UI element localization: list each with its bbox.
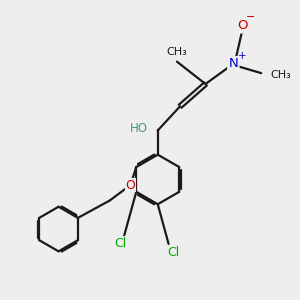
Text: +: + (238, 51, 246, 61)
Text: CH₃: CH₃ (166, 47, 187, 57)
Text: Cl: Cl (114, 237, 127, 250)
Text: HO: HO (130, 122, 148, 135)
Text: CH₃: CH₃ (270, 70, 291, 80)
Text: N: N (229, 57, 238, 70)
Text: O: O (125, 178, 135, 191)
Text: O: O (237, 19, 247, 32)
Text: Cl: Cl (167, 246, 179, 259)
Text: −: − (246, 12, 255, 22)
